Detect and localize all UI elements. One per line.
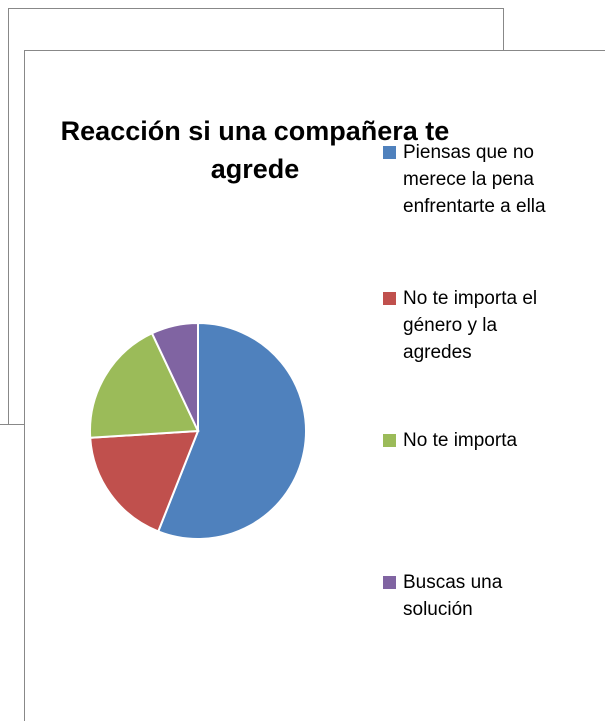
legend-label: No te importa el género y la agredes: [403, 288, 538, 363]
frame-edge: [0, 424, 9, 425]
pie-slice: [156, 321, 307, 540]
legend-swatch: [383, 434, 396, 447]
legend-swatch: [383, 292, 396, 305]
chart-title: Reacción si una compañera te agrede: [60, 116, 450, 184]
pie-slice: [150, 321, 199, 432]
legend-label: Buscas una solución: [403, 572, 503, 620]
legend-swatch: [383, 146, 396, 159]
legend-label: No te importa: [403, 430, 518, 451]
legend-swatch: [383, 576, 396, 589]
legend-label: Piensas que no merece la pena enfrentart…: [403, 142, 546, 217]
pie-slice: [89, 331, 200, 439]
pie-slice: [89, 429, 200, 533]
